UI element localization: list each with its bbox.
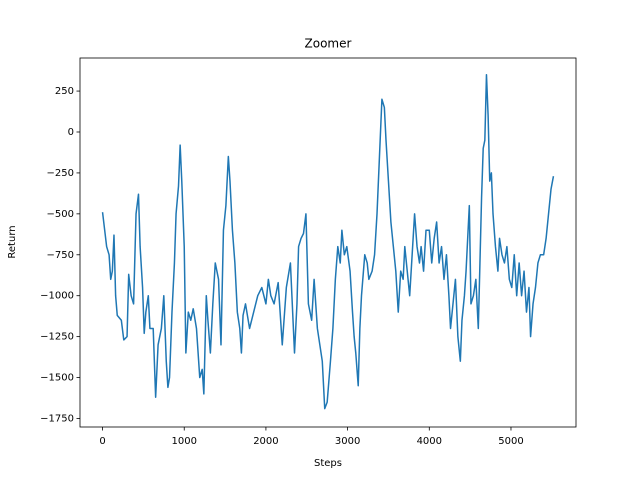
x-tick-label: 2000	[253, 436, 278, 447]
y-axis-label: Return	[7, 225, 18, 258]
x-tick-label: 1000	[172, 436, 197, 447]
y-tick-label: −1000	[40, 291, 74, 302]
x-tick-label: 5000	[498, 436, 523, 447]
y-tick-label: −1750	[40, 413, 74, 424]
y-tick-label: −1500	[40, 373, 74, 384]
y-tick-label: −1250	[40, 332, 74, 343]
x-axis-label: Steps	[314, 458, 342, 469]
x-tick-label: 4000	[417, 436, 442, 447]
y-tick-label: −500	[47, 209, 74, 220]
x-tick-label: 0	[99, 436, 105, 447]
y-tick-label: −750	[47, 250, 74, 261]
x-tick-label: 3000	[335, 436, 360, 447]
y-tick-label: 250	[55, 86, 74, 97]
y-tick-label: 0	[68, 127, 74, 138]
data-line	[101, 73, 555, 410]
y-tick-label: −250	[47, 168, 74, 179]
chart-title: Zoomer	[305, 37, 352, 51]
plot-frame	[79, 57, 577, 428]
